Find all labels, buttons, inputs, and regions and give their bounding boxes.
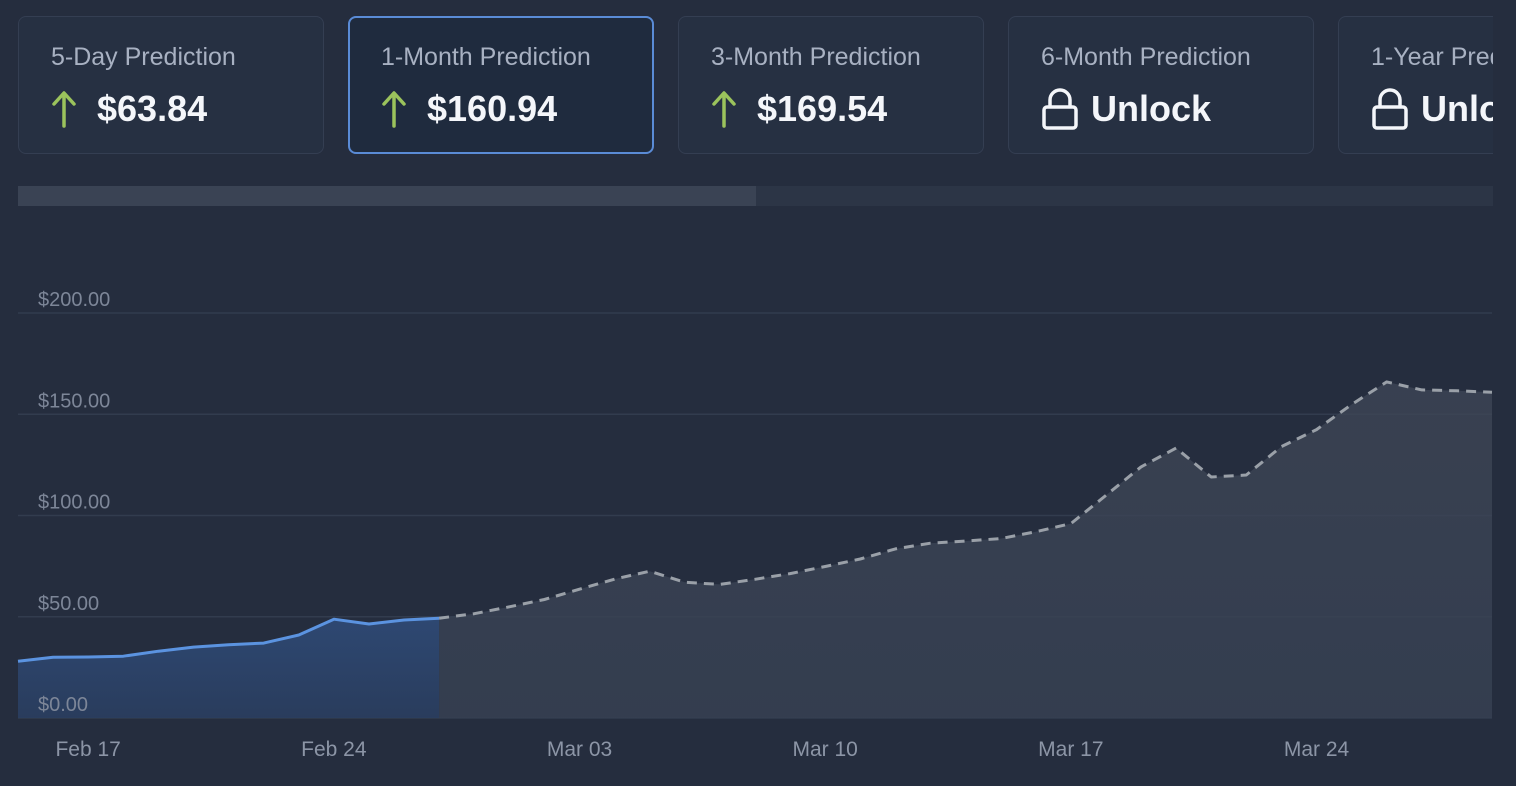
prediction-card-title: 6-Month Prediction bbox=[1041, 43, 1251, 71]
prediction-card-value-row: Unlock bbox=[1041, 87, 1211, 131]
actual-price-area bbox=[18, 618, 440, 718]
x-tick-label: Mar 24 bbox=[1284, 738, 1350, 761]
prediction-card-value: $169.54 bbox=[757, 88, 888, 129]
x-tick-label: Mar 03 bbox=[547, 738, 612, 761]
prediction-card-title: 1-Year Prediction bbox=[1371, 43, 1493, 71]
prediction-card-value: $63.84 bbox=[97, 88, 208, 129]
y-tick-label: $50.00 bbox=[38, 593, 99, 615]
prediction-card-title: 3-Month Prediction bbox=[711, 43, 921, 71]
y-tick-label: $150.00 bbox=[38, 390, 110, 412]
prediction-cards: 5-Day Prediction $63.84 1-Month Prediction… bbox=[18, 16, 1493, 156]
prediction-card-value-row: $63.84 bbox=[51, 87, 207, 131]
prediction-card-2[interactable]: 1-Month Prediction $160.94 bbox=[348, 16, 654, 154]
x-tick-label: Feb 24 bbox=[301, 738, 367, 761]
prediction-area bbox=[439, 381, 1493, 718]
range-scrollbar[interactable] bbox=[18, 186, 1493, 206]
prediction-card-value-row: $169.54 bbox=[711, 87, 887, 131]
arrow-up-icon bbox=[382, 91, 406, 128]
arrow-up-icon bbox=[712, 91, 736, 128]
actual-price-line bbox=[17, 616, 440, 663]
prediction-card-value-row: Unlock bbox=[1371, 87, 1493, 131]
prediction-line bbox=[438, 380, 1493, 620]
prediction-card-4[interactable]: 6-Month Prediction Unlock bbox=[1008, 16, 1314, 154]
prediction-card-title: 5-Day Prediction bbox=[51, 43, 236, 71]
x-tick-label: Mar 17 bbox=[1038, 738, 1103, 761]
prediction-card-value-row: $160.94 bbox=[381, 87, 557, 131]
y-tick-label: $200.00 bbox=[38, 289, 110, 311]
y-tick-label: $0.00 bbox=[38, 694, 88, 716]
x-tick-label: Feb 17 bbox=[55, 738, 120, 761]
prediction-card-value: Unlock bbox=[1421, 88, 1493, 129]
prediction-card-3[interactable]: 3-Month Prediction $169.54 bbox=[678, 16, 984, 154]
range-scrollbar-thumb[interactable] bbox=[18, 186, 756, 206]
prediction-card-value: $160.94 bbox=[427, 88, 558, 129]
lock-icon bbox=[1042, 88, 1078, 130]
prediction-card-5[interactable]: 1-Year Prediction Unlock bbox=[1338, 16, 1493, 154]
x-tick-label: Mar 10 bbox=[793, 738, 858, 761]
prediction-card-1[interactable]: 5-Day Prediction $63.84 bbox=[18, 16, 324, 154]
lock-icon bbox=[1372, 88, 1408, 130]
prediction-card-title: 1-Month Prediction bbox=[381, 43, 591, 71]
y-tick-label: $100.00 bbox=[38, 492, 110, 514]
arrow-up-icon bbox=[52, 91, 76, 128]
prediction-card-value: Unlock bbox=[1091, 88, 1212, 129]
